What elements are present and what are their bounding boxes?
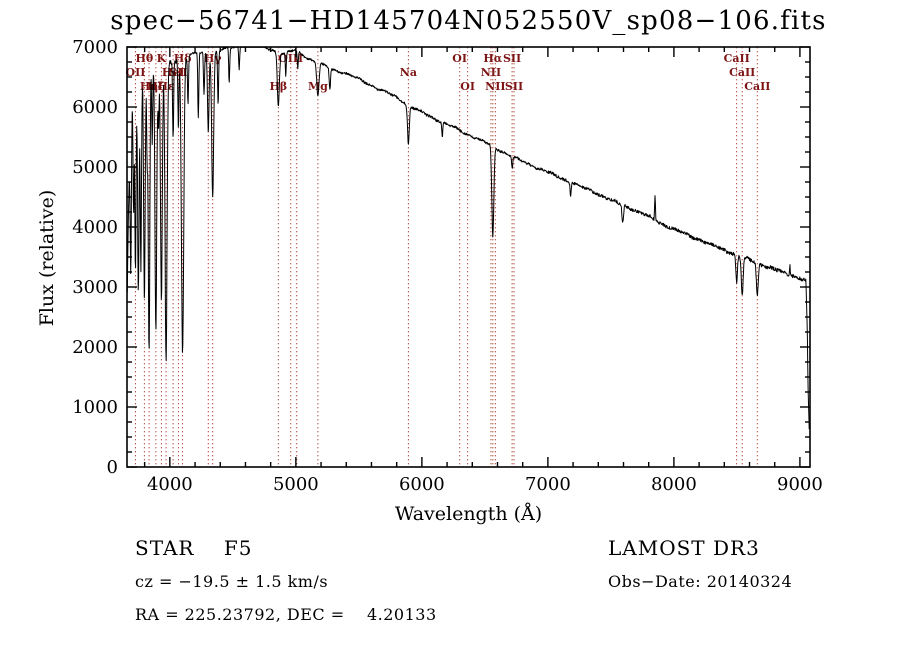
- line-label: SII: [505, 80, 523, 93]
- svg-text:4000: 4000: [72, 217, 118, 238]
- svg-text:2000: 2000: [72, 337, 118, 358]
- svg-text:4000: 4000: [147, 474, 193, 495]
- object-class-label: STAR F5: [135, 536, 253, 560]
- line-label: Mg: [308, 80, 328, 93]
- line-label: CaII: [729, 66, 755, 79]
- line-label: NII: [481, 66, 501, 79]
- tick-labels: 4000 5000 6000 7000 8000 9000 0 1000 2000 3000 400…: [72, 37, 823, 495]
- line-label: NII: [485, 80, 505, 93]
- line-label: Hε: [158, 80, 175, 93]
- line-label: CaII: [744, 80, 770, 93]
- svg-text:5000: 5000: [72, 157, 118, 178]
- svg-text:8000: 8000: [651, 474, 697, 495]
- svg-text:6000: 6000: [399, 474, 445, 495]
- line-label: K: [157, 52, 167, 65]
- svg-text:0: 0: [107, 457, 118, 478]
- plot-title: spec−56741−HD145704N052550V_sp08−106.fit…: [110, 6, 827, 36]
- line-label: OI: [460, 80, 475, 93]
- line-label: CaII: [724, 52, 750, 65]
- svg-text:3000: 3000: [72, 277, 118, 298]
- cz-value: cz = −19.5 ± 1.5 km/s: [135, 572, 329, 591]
- x-axis-label: Wavelength (Å): [394, 503, 543, 525]
- line-label: Hα: [483, 52, 502, 65]
- line-label: OI: [452, 52, 467, 65]
- svg-text:6000: 6000: [72, 97, 118, 118]
- line-label: OII: [126, 66, 146, 79]
- axis-ticks: [127, 46, 810, 468]
- svg-text:9000: 9000: [777, 474, 823, 495]
- spectrum-curve: [126, 46, 810, 430]
- svg-text:7000: 7000: [525, 474, 571, 495]
- svg-text:5000: 5000: [273, 474, 319, 495]
- line-label: Na: [400, 66, 417, 79]
- line-label: Hθ: [136, 52, 154, 65]
- y-axis-label: Flux (relative): [36, 189, 58, 327]
- spectral-marker-lines: [134, 47, 758, 467]
- line-label: HeI: [162, 66, 185, 79]
- obs-date-label: Obs−Date: 20140324: [608, 572, 793, 591]
- line-label: Hβ: [269, 80, 287, 93]
- line-label: SII: [503, 52, 521, 65]
- ra-dec-value: RA = 225.23792, DEC = 4.20133: [135, 605, 437, 624]
- svg-text:7000: 7000: [72, 37, 118, 58]
- plot-frame: [126, 46, 811, 468]
- survey-label: LAMOST DR3: [608, 536, 760, 560]
- svg-text:1000: 1000: [72, 397, 118, 418]
